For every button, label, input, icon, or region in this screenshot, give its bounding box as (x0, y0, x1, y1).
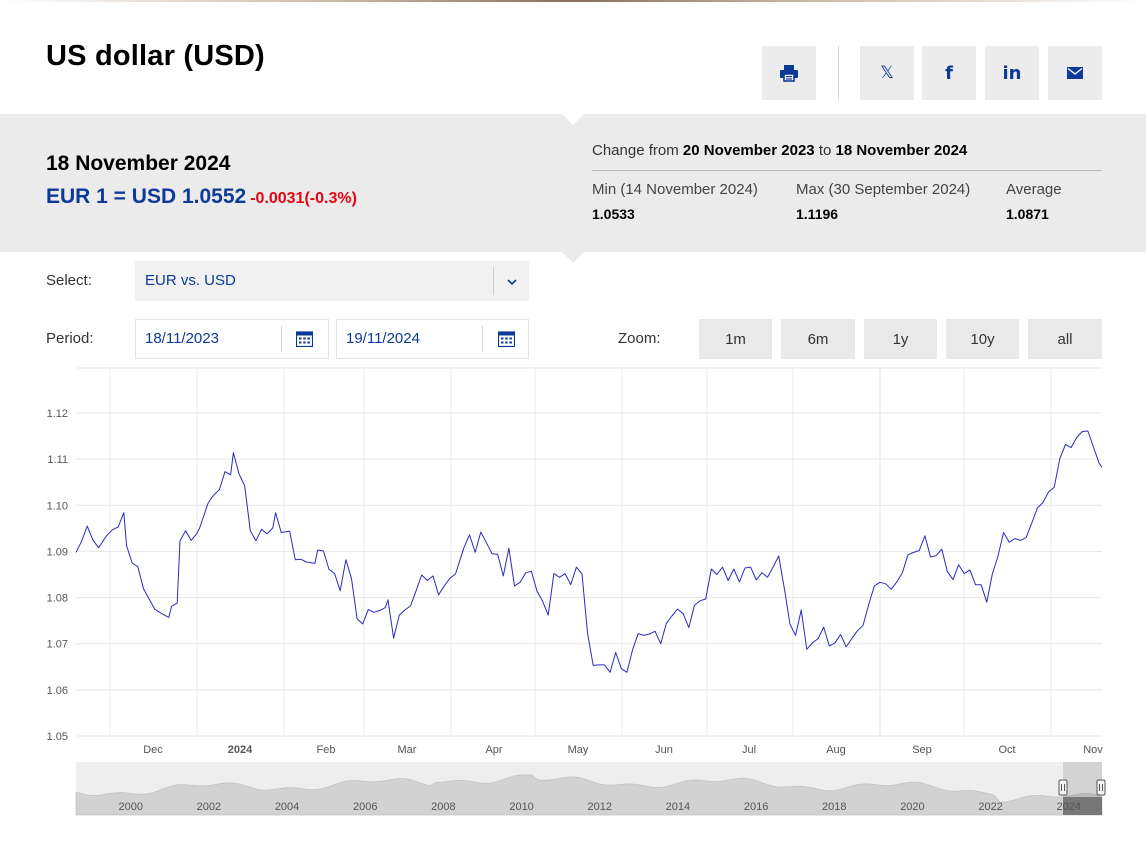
calendar-icon[interactable] (498, 330, 515, 347)
navigator-selected-label-bg (1063, 797, 1102, 815)
x-share-button[interactable]: 𝕏 (860, 46, 914, 100)
select-label: Select: (46, 272, 92, 289)
navigator-year-label: 2016 (744, 801, 768, 813)
min-label: Min (14 November 2024) (592, 181, 758, 198)
x-tick-label: Jul (742, 744, 756, 756)
start-date-value: 18/11/2023 (145, 330, 219, 347)
x-tick-label: Jun (655, 744, 673, 756)
period-label: Period: (46, 330, 94, 347)
navigator-series-area (75, 774, 1103, 816)
navigator-handle-grip (1058, 779, 1068, 796)
y-tick-label: 1.07 (47, 639, 68, 651)
panel-notch (562, 114, 584, 125)
y-tick-label: 1.05 (47, 731, 68, 743)
navigator-year-label: 2020 (900, 801, 924, 813)
x-tick-label: Feb (317, 744, 336, 756)
facebook-icon: f (945, 62, 953, 84)
navigator-year-label: 2014 (666, 801, 690, 813)
email-icon (1067, 67, 1083, 79)
print-icon (780, 65, 798, 82)
max-value: 1.1196 (796, 206, 839, 222)
zoom-1m-button[interactable]: 1m (699, 319, 772, 359)
y-tick-label: 1.09 (47, 546, 68, 558)
share-divider (838, 46, 839, 100)
email-share-button[interactable] (1048, 46, 1102, 100)
zoom-10y-button[interactable]: 10y (946, 319, 1019, 359)
navigator-year-label: 2022 (978, 801, 1002, 813)
min-value: 1.0533 (592, 206, 635, 222)
end-date-value: 19/11/2024 (346, 330, 420, 347)
y-tick-label: 1.06 (47, 685, 68, 697)
chevron-down-icon (507, 279, 517, 286)
zoom-label: Zoom: (618, 330, 661, 347)
navigator-year-label: 2006 (353, 801, 377, 813)
linkedin-icon: in (1002, 62, 1022, 84)
rate-value: EUR 1 = USD 1.0552 (46, 185, 247, 208)
navigator-year-label: 2004 (275, 801, 299, 813)
currency-select[interactable]: EUR vs. USD (135, 261, 529, 301)
x-tick-label: May (568, 744, 589, 756)
end-date-field[interactable]: 19/11/2024 (336, 319, 529, 359)
navigator-year-label: 2000 (118, 801, 142, 813)
change-to-date: 18 November 2024 (835, 142, 968, 159)
series-line-eur-usd (75, 430, 1103, 673)
navigator-year-label: 2002 (197, 801, 221, 813)
rate-date: 18 November 2024 (46, 152, 231, 175)
x-tick-label: Nov (1083, 744, 1103, 756)
max-stat: Max (30 September 2024) 1.1196 (796, 181, 970, 222)
y-tick-label: 1.12 (47, 408, 68, 420)
calendar-icon[interactable] (296, 330, 313, 347)
x-tick-label: Aug (826, 744, 846, 756)
date-divider (281, 326, 282, 352)
rate-change: -0.0031(-0.3%) (250, 190, 357, 207)
x-tick-label: Dec (143, 744, 163, 756)
y-tick-label: 1.08 (47, 593, 68, 605)
x-tick-label: 2024 (228, 744, 253, 756)
y-tick-label: 1.11 (47, 454, 68, 466)
x-tick-label: Oct (998, 744, 1015, 756)
x-tick-label: Mar (398, 744, 417, 756)
zoom-1y-button[interactable]: 1y (864, 319, 937, 359)
print-button[interactable] (762, 46, 816, 100)
y-tick-label: 1.10 (47, 500, 68, 512)
change-to-word: to (818, 142, 832, 159)
rate-summary-panel (0, 114, 1146, 252)
zoom-6m-button[interactable]: 6m (781, 319, 855, 359)
navigator-year-label: 2012 (588, 801, 612, 813)
average-value: 1.0871 (1006, 206, 1049, 222)
navigator-year-label: 2008 (431, 801, 455, 813)
navigator-handle[interactable] (1058, 779, 1068, 796)
facebook-share-button[interactable]: f (922, 46, 976, 100)
linkedin-share-button[interactable]: in (985, 46, 1039, 100)
average-stat: Average 1.0871 (1006, 181, 1062, 222)
navigator-year-label: 2018 (822, 801, 846, 813)
max-label: Max (30 September 2024) (796, 181, 971, 198)
date-divider (482, 326, 483, 352)
exchange-rate: EUR 1 = USD 1.0552 -0.0031(-0.3%) (46, 185, 357, 209)
page-title: US dollar (USD) (46, 40, 265, 72)
start-date-field[interactable]: 18/11/2023 (135, 319, 329, 359)
panel-notch-pointer (562, 252, 584, 263)
x-tick-label: Apr (485, 744, 502, 756)
navigator-handle[interactable] (1096, 779, 1106, 796)
min-stat: Min (14 November 2024) 1.0533 (592, 181, 758, 222)
currency-select-value: EUR vs. USD (145, 272, 236, 289)
x-tick-label: Sep (912, 744, 932, 756)
x-icon: 𝕏 (880, 63, 894, 82)
average-label: Average (1006, 181, 1062, 198)
navigator-year-label: 2010 (509, 801, 533, 813)
navigator-year-label: 2024 (1057, 801, 1081, 813)
zoom-all-button[interactable]: all (1028, 319, 1102, 359)
top-accent-stripe (0, 0, 1146, 2)
change-divider (592, 170, 1102, 171)
select-divider (493, 267, 494, 295)
navigator-handle-grip (1096, 779, 1106, 796)
change-from-date: 20 November 2023 (682, 142, 815, 159)
change-period-heading: Change from 20 November 2023 to 18 Novem… (592, 142, 967, 159)
change-prefix: Change from (592, 142, 679, 159)
